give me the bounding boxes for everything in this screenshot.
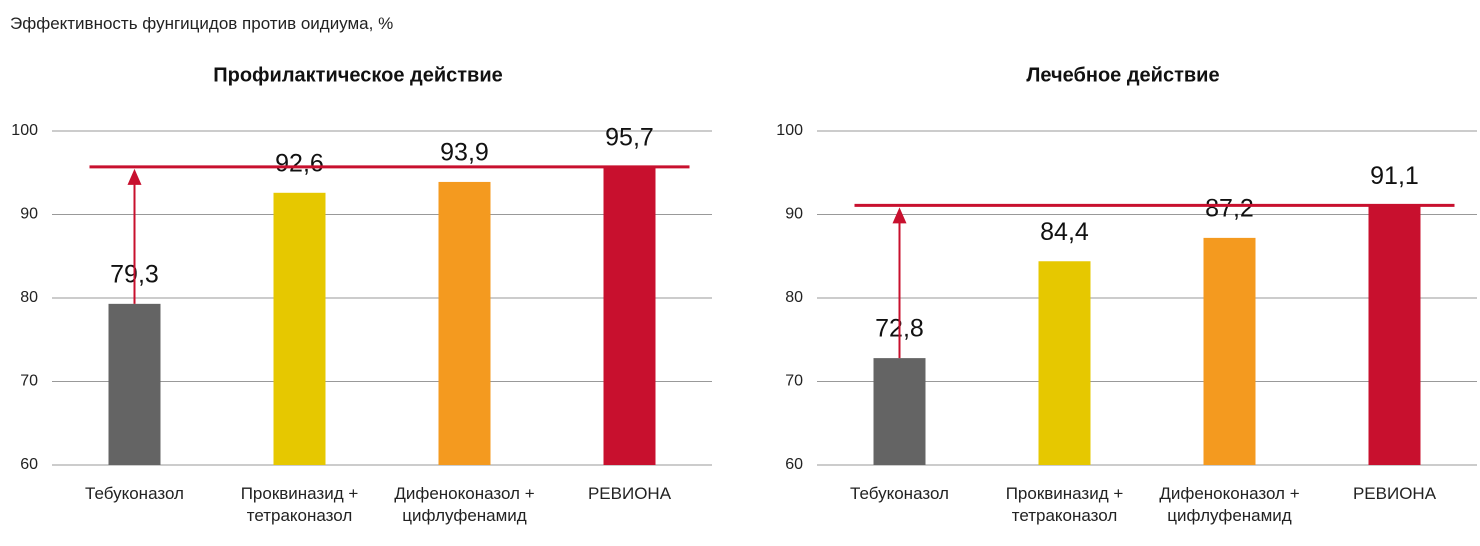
y-tick-label: 70 [785,373,803,390]
x-tick-label: РЕВИОНА [587,484,672,503]
bar [603,166,656,465]
y-tick-label: 60 [20,456,38,473]
bar [1203,237,1256,465]
y-tick-label: 100 [11,122,38,139]
value-label: 91,1 [1370,162,1419,190]
x-tick-label: Проквиназид + тетраконазол [240,484,359,525]
gain-arrow-head [892,207,907,224]
bar [873,358,926,465]
x-tick-label: Тебуконазол [850,484,949,503]
y-tick-label: 80 [20,289,38,306]
y-tick-label: 80 [785,289,803,306]
y-tick-label: 90 [20,206,38,223]
bar [1038,261,1091,465]
gain-arrow-head [127,168,142,185]
bar [438,181,491,465]
value-label: 84,4 [1040,218,1089,246]
x-tick-label: Дифеноконазол + цифлуфенамид [394,484,535,525]
x-tick-label: Тебуконазол [85,484,184,503]
y-tick-label: 100 [776,122,803,139]
x-tick-label: РЕВИОНА [1352,484,1437,503]
value-label: 92,6 [275,149,324,177]
bar [108,303,161,465]
y-tick-label: 70 [20,373,38,390]
bar [1368,205,1421,465]
chart-title: Лечебное действие [1026,64,1219,86]
chart-title: Профилактическое действие [213,64,503,86]
bar [273,192,326,466]
value-label: 93,9 [440,139,489,167]
y-tick-label: 90 [785,206,803,223]
value-label: 87,2 [1205,194,1254,222]
y-tick-label: 60 [785,456,803,473]
value-label: 95,7 [605,124,654,152]
page-title: Эффективность фунгицидов против оидиума,… [10,14,394,33]
x-tick-label: Проквиназид + тетраконазол [1005,484,1124,525]
x-tick-label: Дифеноконазол + цифлуфенамид [1159,484,1300,525]
